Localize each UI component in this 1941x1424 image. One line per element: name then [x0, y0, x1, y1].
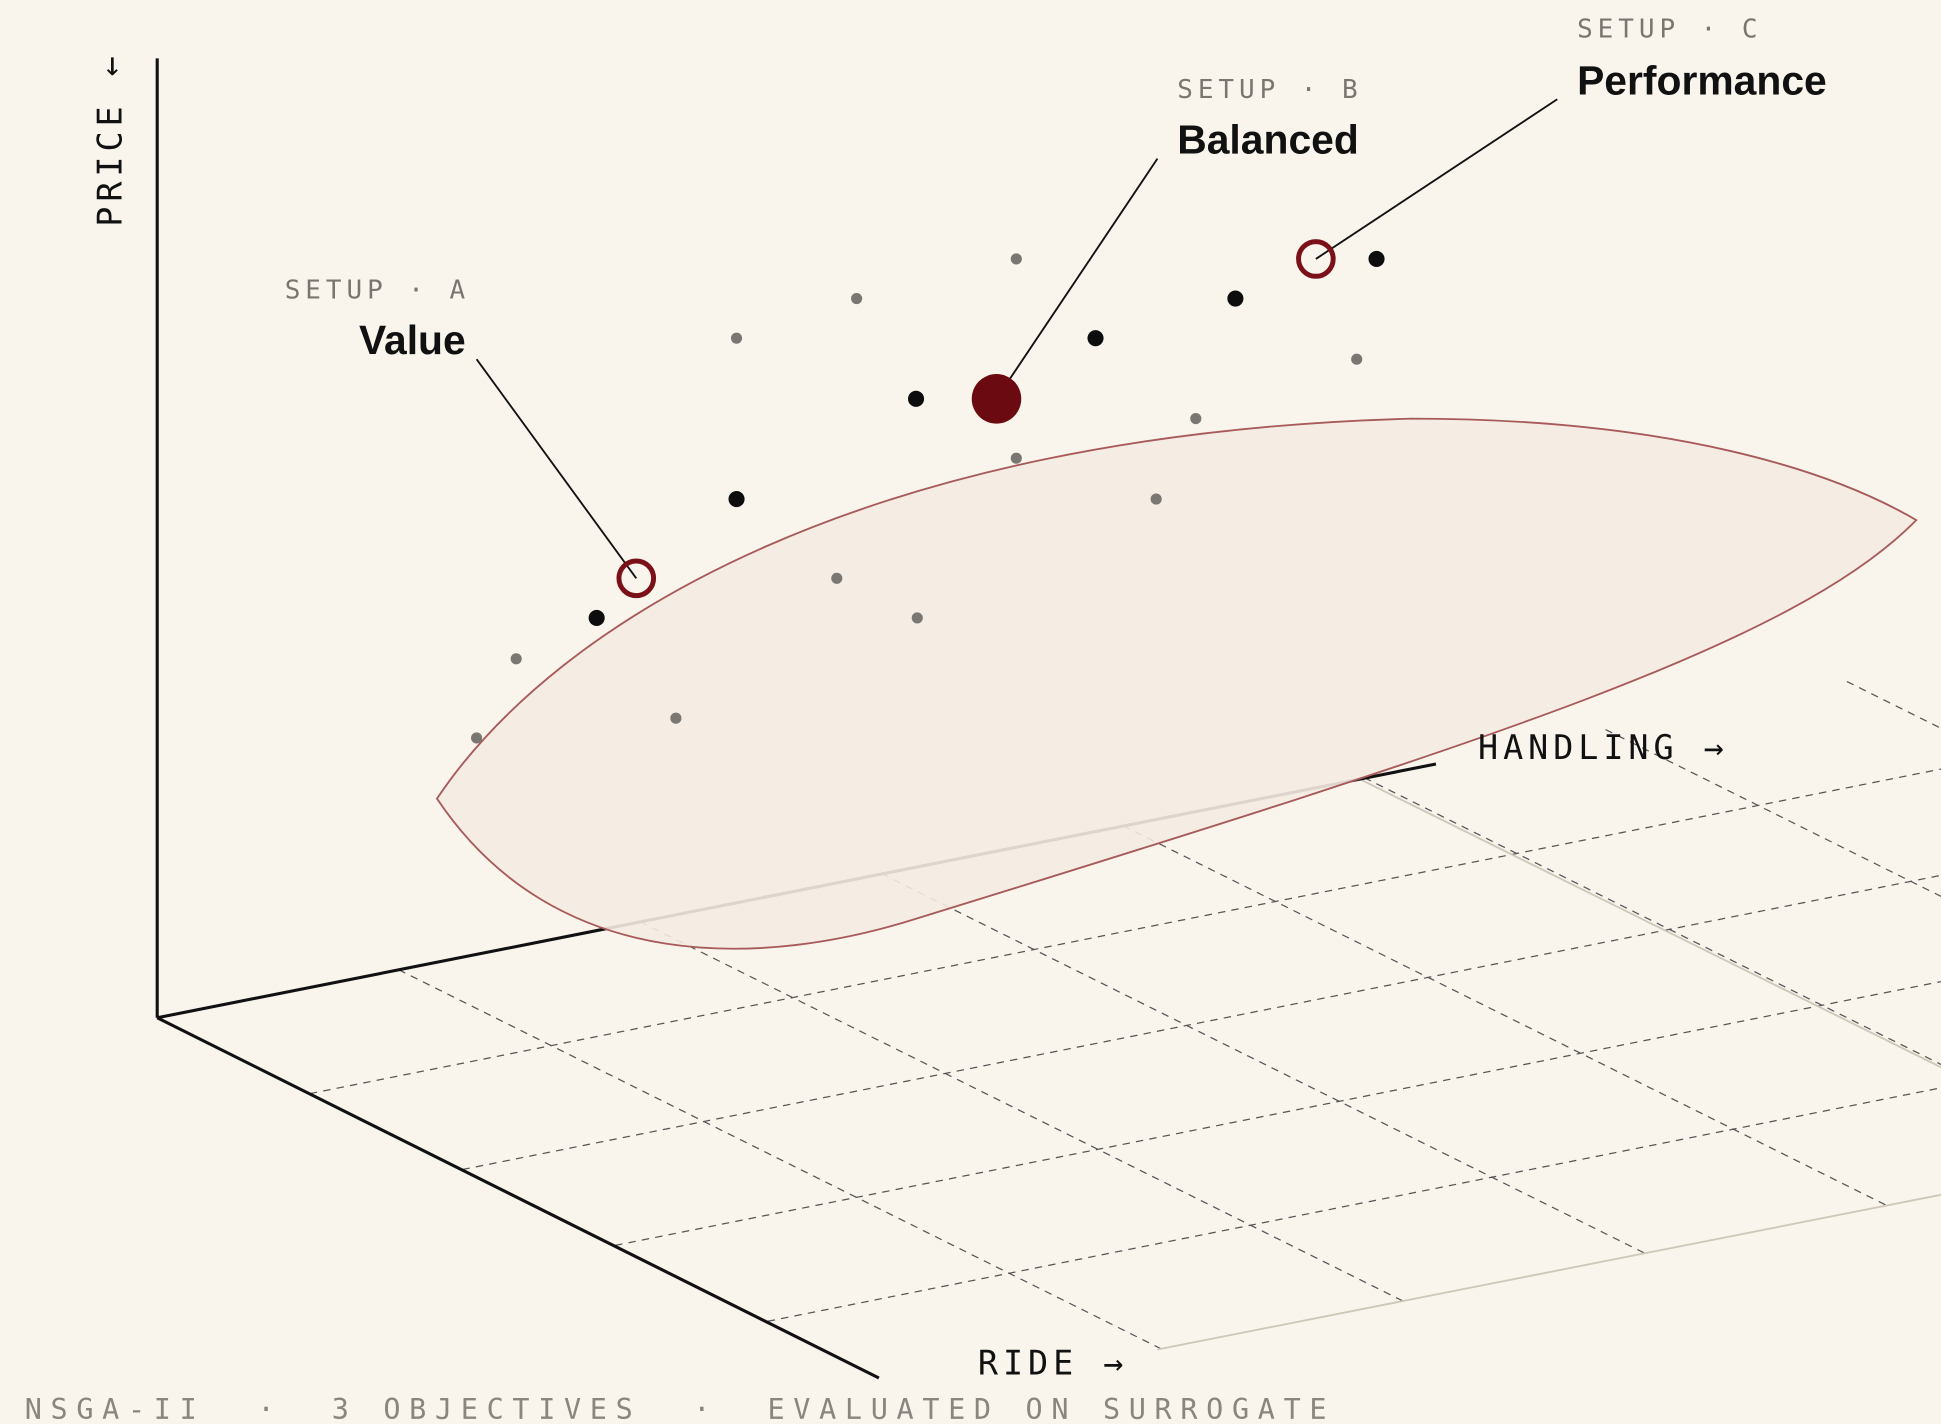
setup-tag: SETUP · A [285, 276, 470, 306]
dominated-point [1010, 253, 1022, 265]
setup-tag: SETUP · C [1577, 14, 1762, 44]
pareto-point [1227, 290, 1244, 307]
leader-line [475, 358, 638, 579]
floor-grid [309, 680, 1941, 1350]
footer-item: 3 OBJECTIVES [332, 1393, 642, 1424]
dominated-point [670, 712, 682, 724]
handling-label: HANDLING → [1478, 728, 1729, 767]
dominated-point [1190, 413, 1202, 425]
dominated-point [1010, 452, 1022, 464]
grid-line [614, 980, 1941, 1247]
dominated-point [1150, 493, 1162, 505]
leader-line [995, 158, 1159, 400]
pareto-point [1087, 330, 1104, 347]
grid-line [398, 969, 1163, 1350]
floor-edge [1361, 779, 1941, 1069]
footer-separator: · [257, 1393, 283, 1424]
floor-edge [1157, 1193, 1941, 1351]
setup-tag: SETUP · B [1177, 75, 1362, 105]
dominated-point [1351, 353, 1363, 365]
leader-line [1315, 98, 1558, 260]
dominated-point [510, 653, 522, 665]
footer-item: EVALUATED ON SURROGATE [767, 1393, 1335, 1424]
ride-label: RIDE → [978, 1343, 1128, 1382]
setup-c-marker [1296, 239, 1336, 279]
grid-line [1605, 729, 1941, 898]
solutions [471, 250, 1385, 744]
pareto-surface [435, 417, 1918, 950]
grid-line [1363, 777, 1941, 1066]
pareto-point [588, 609, 605, 626]
pareto-point [728, 491, 745, 508]
price-label: PRICE ← [90, 51, 129, 226]
dominated-point [911, 612, 923, 624]
dominated-point [851, 292, 863, 305]
ride-axis [156, 1016, 880, 1380]
dominated-point [730, 332, 743, 344]
grid-line [881, 873, 1645, 1254]
footer-separator: · [693, 1393, 719, 1424]
pareto-point [1368, 250, 1385, 267]
dominated-point [471, 732, 483, 744]
setup-name: Value [359, 317, 466, 363]
pareto-point [907, 390, 925, 407]
dominated-point [831, 572, 843, 584]
grid-line [1122, 825, 1887, 1206]
setup-a-marker [616, 558, 657, 599]
setup-b-marker [971, 374, 1022, 424]
setup-name: Performance [1577, 57, 1827, 103]
footer-item: NSGA-II [25, 1393, 206, 1424]
setup-name: Balanced [1177, 117, 1359, 163]
grid-line [639, 921, 1404, 1302]
